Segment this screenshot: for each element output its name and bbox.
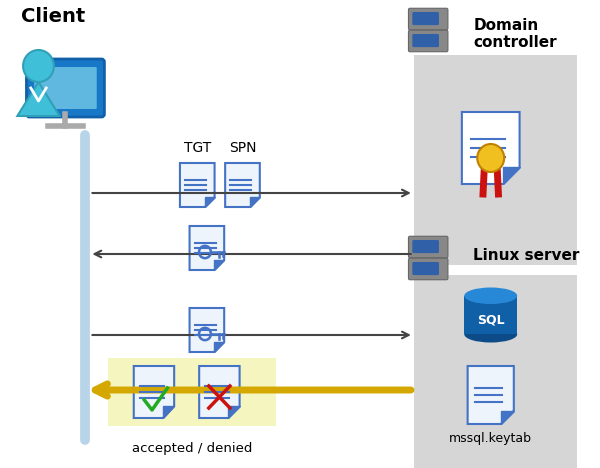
Circle shape <box>477 144 504 172</box>
Polygon shape <box>214 342 224 352</box>
Polygon shape <box>214 260 224 270</box>
Polygon shape <box>190 308 224 352</box>
FancyBboxPatch shape <box>409 8 448 30</box>
Text: Linux server: Linux server <box>473 248 580 263</box>
FancyBboxPatch shape <box>412 34 439 47</box>
FancyBboxPatch shape <box>26 59 104 117</box>
Polygon shape <box>199 366 239 418</box>
Polygon shape <box>228 406 239 418</box>
Polygon shape <box>501 410 514 424</box>
Text: SQL: SQL <box>477 314 505 327</box>
FancyBboxPatch shape <box>412 262 439 275</box>
FancyBboxPatch shape <box>409 30 448 52</box>
Polygon shape <box>467 366 514 424</box>
Text: Client: Client <box>21 7 85 26</box>
Polygon shape <box>462 112 520 184</box>
Polygon shape <box>163 406 174 418</box>
Polygon shape <box>205 197 215 207</box>
Polygon shape <box>225 163 260 207</box>
Ellipse shape <box>464 287 517 304</box>
Polygon shape <box>134 366 174 418</box>
FancyBboxPatch shape <box>409 258 448 280</box>
Polygon shape <box>250 197 260 207</box>
Text: accepted / denied: accepted / denied <box>132 442 253 455</box>
Circle shape <box>23 50 54 82</box>
Text: mssql.keytab: mssql.keytab <box>449 432 532 445</box>
FancyBboxPatch shape <box>409 236 448 258</box>
FancyBboxPatch shape <box>414 275 577 468</box>
FancyBboxPatch shape <box>414 55 577 265</box>
FancyBboxPatch shape <box>108 358 276 426</box>
Text: SPN: SPN <box>229 141 256 155</box>
FancyBboxPatch shape <box>412 12 439 25</box>
Text: TGT: TGT <box>184 141 211 155</box>
FancyBboxPatch shape <box>34 67 97 109</box>
Polygon shape <box>464 296 517 334</box>
Text: Domain
controller: Domain controller <box>473 18 557 51</box>
Polygon shape <box>503 167 520 184</box>
Polygon shape <box>190 226 224 270</box>
Ellipse shape <box>464 326 517 343</box>
FancyBboxPatch shape <box>412 240 439 253</box>
Polygon shape <box>17 82 59 116</box>
Polygon shape <box>180 163 215 207</box>
